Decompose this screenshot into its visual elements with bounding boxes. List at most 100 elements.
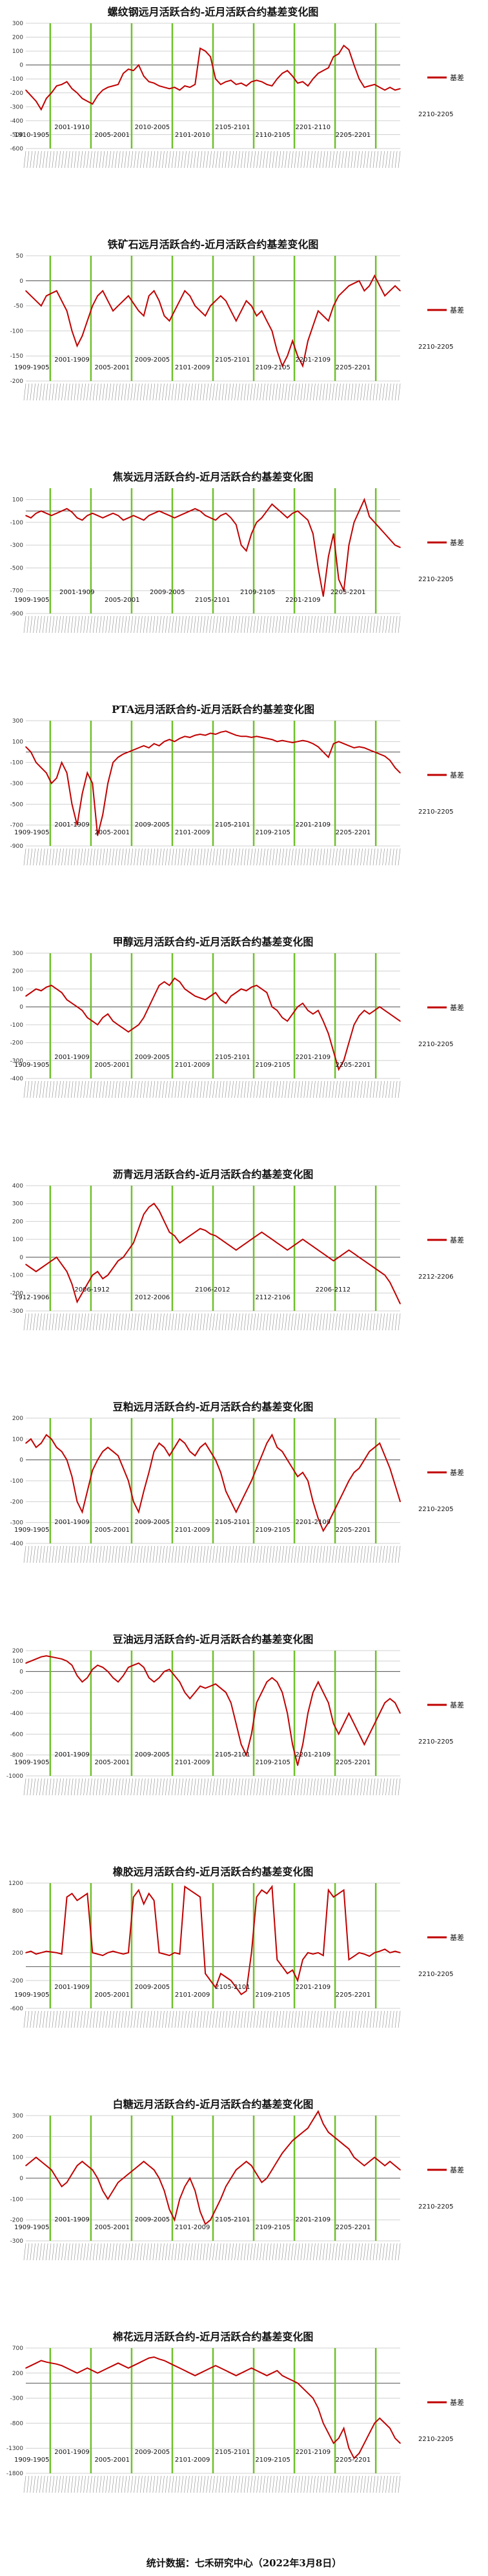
- x-tick-mark: [310, 848, 312, 866]
- x-tick-mark: [39, 1080, 42, 1098]
- x-tick-mark: [247, 383, 250, 401]
- x-tick-mark: [212, 848, 215, 866]
- x-tick-mark: [127, 848, 130, 866]
- data-point: [158, 1952, 160, 1953]
- y-tick-label: 50: [16, 253, 24, 260]
- data-point: [215, 1986, 216, 1988]
- data-point: [102, 814, 103, 816]
- data-point: [163, 981, 165, 983]
- data-point: [137, 1511, 139, 1513]
- x-tick-mark: [130, 848, 134, 866]
- x-tick-mark: [329, 383, 332, 401]
- x-tick-mark: [130, 1313, 134, 1331]
- data-point: [92, 2370, 94, 2371]
- chart-panel: 沥青远月活跃合约-近月活跃合约基差变化图 400 300 200 100 0 -100 -20…: [0, 1162, 488, 1395]
- x-tick-mark: [344, 615, 347, 634]
- y-tick-label: -300: [10, 2238, 24, 2245]
- x-tick-mark: [234, 615, 237, 634]
- y-tick-label: 700: [12, 2345, 23, 2352]
- data-point: [112, 2190, 114, 2192]
- y-tick-label: -200: [10, 1978, 24, 1984]
- data-point: [338, 1501, 340, 1503]
- x-tick-mark: [332, 2010, 334, 2028]
- data-point: [281, 1246, 283, 1248]
- x-tick-mark: [203, 383, 206, 401]
- x-tick-mark: [385, 1080, 388, 1098]
- x-tick-mark: [369, 848, 372, 866]
- x-tick-mark: [92, 383, 96, 401]
- data-point: [261, 517, 263, 519]
- x-tick-mark: [143, 1778, 146, 1796]
- x-tick-mark: [121, 2475, 124, 2493]
- data-point: [148, 1006, 150, 1007]
- x-tick-mark: [61, 615, 64, 634]
- x-tick-mark: [190, 150, 193, 169]
- x-tick-mark: [55, 383, 58, 401]
- x-tick-mark: [288, 2243, 290, 2261]
- y-tick-label: 200: [12, 1416, 23, 1422]
- y-tick-label: 200: [12, 2371, 23, 2377]
- data-point: [56, 1257, 57, 1258]
- x-tick-mark: [121, 1545, 124, 1563]
- x-tick-mark: [316, 383, 319, 401]
- x-tick-mark: [281, 1313, 284, 1331]
- x-tick-mark: [341, 1080, 344, 1098]
- x-tick-mark: [212, 1313, 215, 1331]
- x-tick-mark: [105, 150, 108, 169]
- data-point: [179, 1953, 181, 1955]
- contract-label: 2205-2201: [336, 132, 371, 139]
- contract-label: 2005-2001: [94, 2224, 130, 2231]
- x-tick-mark: [389, 2243, 391, 2261]
- data-point: [148, 2357, 150, 2359]
- data-point: [287, 517, 289, 519]
- x-tick-mark: [360, 383, 363, 401]
- x-tick-mark: [124, 615, 127, 634]
- x-tick-mark: [313, 150, 316, 169]
- x-tick-mark: [218, 1545, 221, 1563]
- x-tick-mark: [389, 150, 391, 169]
- x-tick-mark: [265, 1080, 269, 1098]
- data-point: [287, 2146, 289, 2148]
- x-tick-mark: [341, 1778, 344, 1796]
- series-line-basis: [25, 274, 401, 368]
- x-tick-mark: [193, 1313, 196, 1331]
- x-tick-mark: [310, 615, 312, 634]
- x-tick-mark: [92, 1545, 96, 1563]
- x-tick-mark: [92, 2010, 96, 2028]
- data-point: [133, 70, 134, 72]
- data-point: [379, 1950, 381, 1952]
- x-tick-mark: [67, 615, 70, 634]
- data-point: [400, 546, 401, 548]
- x-tick-mark: [241, 1080, 243, 1098]
- x-tick-mark: [140, 848, 143, 866]
- y-tick-label: -300: [10, 2396, 24, 2402]
- data-point: [184, 988, 186, 990]
- data-point: [323, 315, 324, 316]
- x-tick-mark: [231, 2010, 234, 2028]
- x-tick-mark: [294, 150, 297, 169]
- data-point: [112, 761, 114, 763]
- data-point: [307, 1952, 309, 1953]
- x-tick-mark: [99, 1545, 102, 1563]
- x-tick-mark: [70, 383, 74, 401]
- data-point: [256, 79, 258, 81]
- contract-label: 2201-2109: [296, 1984, 331, 1991]
- data-point: [36, 988, 37, 990]
- data-point: [292, 742, 293, 743]
- x-tick-mark: [48, 2475, 52, 2493]
- data-point: [240, 988, 242, 990]
- x-tick-mark: [360, 2243, 363, 2261]
- x-tick-mark: [159, 2475, 161, 2493]
- x-tick-mark: [130, 1778, 134, 1796]
- data-point: [148, 1206, 150, 1208]
- x-tick-mark: [174, 1545, 178, 1563]
- y-tick-label: -100: [10, 760, 24, 767]
- x-tick-mark: [162, 2243, 165, 2261]
- data-point: [102, 2190, 103, 2192]
- data-point: [205, 1687, 206, 1689]
- contract-label: 2110-2105: [255, 132, 290, 139]
- data-point: [394, 1702, 396, 1704]
- x-tick-mark: [117, 150, 121, 169]
- data-point: [179, 2198, 181, 2200]
- x-tick-mark: [288, 150, 290, 169]
